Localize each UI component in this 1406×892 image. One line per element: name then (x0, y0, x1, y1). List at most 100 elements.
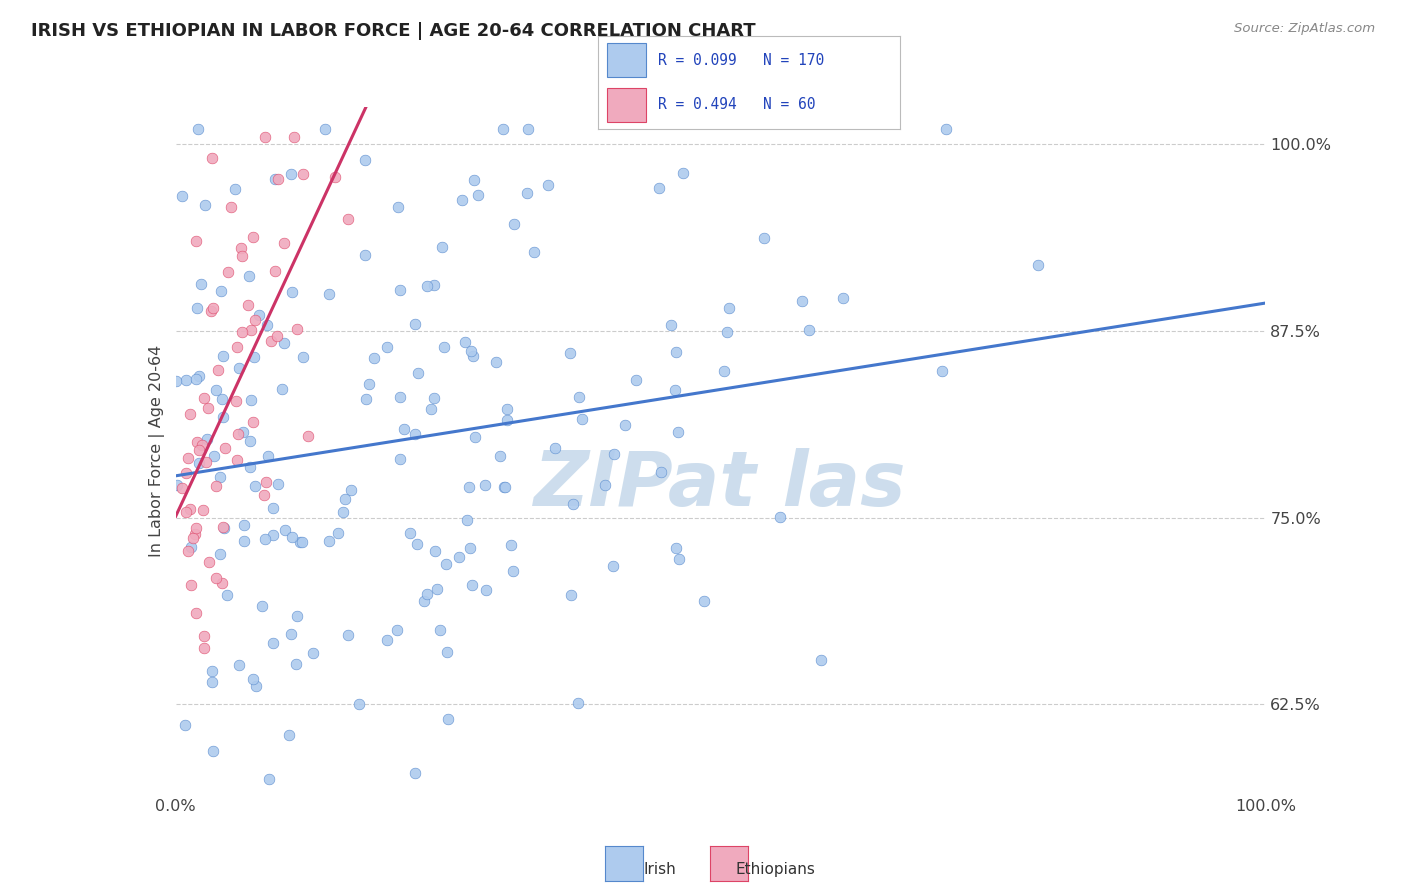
Point (209, 284, 232, 298)
Point (267, 172, 290, 186)
Point (193, 629, 215, 643)
Point (648, 181, 671, 195)
Point (239, 460, 262, 475)
Point (502, 564, 524, 578)
Point (664, 383, 686, 397)
Point (262, 501, 284, 516)
Point (404, 765, 426, 780)
Point (436, 645, 458, 659)
Point (290, 535, 312, 549)
Point (562, 498, 585, 512)
Bar (606, 43, 645, 77)
Point (318, 287, 340, 301)
Point (186, 435, 208, 450)
Point (832, 291, 855, 305)
Point (463, 349, 485, 363)
Point (270, 383, 292, 397)
Point (492, 480, 515, 494)
Point (252, 599, 274, 613)
Point (501, 538, 523, 552)
Point (603, 447, 626, 461)
Point (177, 451, 200, 466)
Point (211, 410, 233, 425)
Point (456, 513, 478, 527)
Point (426, 582, 449, 596)
Point (245, 679, 267, 693)
Point (387, 200, 409, 214)
Point (931, 364, 953, 378)
Point (454, 334, 477, 349)
Point (650, 465, 672, 479)
Point (467, 188, 489, 202)
Point (484, 354, 506, 368)
Point (281, 530, 304, 544)
Point (274, 523, 297, 537)
Point (202, 301, 225, 316)
Point (810, 653, 832, 667)
Point (228, 658, 250, 673)
Point (283, 129, 305, 144)
Point (716, 326, 738, 340)
Point (430, 240, 453, 254)
Point (387, 623, 409, 637)
Point (790, 294, 813, 309)
Point (405, 537, 427, 551)
Point (333, 491, 356, 506)
Point (450, 194, 472, 208)
Point (205, 479, 228, 493)
Point (935, 122, 957, 136)
Point (568, 390, 591, 404)
Point (302, 646, 325, 660)
Point (389, 284, 412, 298)
Point (457, 480, 479, 494)
Point (280, 285, 302, 299)
Point (558, 346, 581, 360)
Point (665, 541, 688, 555)
Point (692, 594, 714, 608)
Point (713, 364, 735, 378)
Point (262, 636, 284, 650)
Point (187, 442, 209, 457)
Point (388, 390, 411, 404)
Point (291, 167, 314, 181)
Point (217, 588, 239, 602)
Point (492, 122, 515, 136)
Point (285, 322, 308, 336)
Point (174, 467, 197, 481)
Point (388, 452, 411, 467)
Point (474, 582, 496, 597)
Point (253, 130, 276, 145)
Point (228, 361, 250, 376)
Point (240, 323, 263, 337)
Point (659, 318, 682, 332)
Point (273, 235, 295, 250)
Point (353, 248, 375, 262)
Point (336, 211, 359, 226)
Point (205, 571, 228, 585)
Point (187, 369, 209, 384)
Point (447, 550, 470, 565)
Point (336, 628, 359, 642)
Point (423, 277, 446, 292)
Point (236, 298, 259, 312)
Point (354, 153, 377, 168)
Point (183, 527, 205, 541)
Point (207, 363, 229, 377)
Point (219, 200, 242, 214)
Point (180, 578, 202, 592)
Point (264, 264, 287, 278)
Point (179, 407, 201, 421)
Point (347, 698, 370, 712)
Point (494, 480, 516, 494)
Point (191, 437, 214, 451)
Point (423, 391, 446, 405)
Text: Source: ZipAtlas.com: Source: ZipAtlas.com (1234, 22, 1375, 36)
Point (201, 675, 224, 690)
Point (433, 340, 456, 354)
Point (257, 449, 280, 463)
Point (363, 351, 385, 365)
Point (200, 304, 222, 318)
Point (211, 575, 233, 590)
Point (375, 632, 398, 647)
Point (285, 609, 308, 624)
